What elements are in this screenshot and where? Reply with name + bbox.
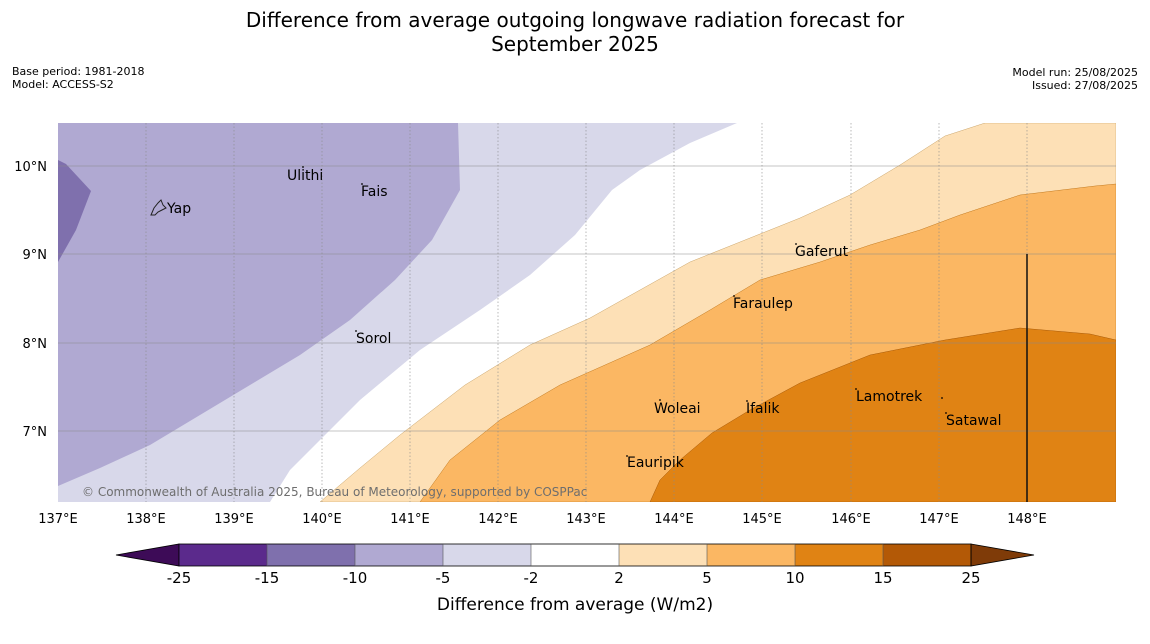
colorbar-tick: 15 [873, 569, 892, 587]
x-tick: 140°E [302, 512, 342, 527]
metadata-right: Model run: 25/08/2025 Issued: 27/08/2025 [1012, 66, 1138, 92]
x-tick: 146°E [831, 512, 871, 527]
colorbar-tick: -5 [436, 569, 451, 587]
colorbar-segment [179, 544, 267, 566]
copyright-text: © Commonwealth of Australia 2025, Bureau… [82, 485, 587, 499]
colorbar-tick: -15 [255, 569, 280, 587]
colorbar-tick: 2 [614, 569, 624, 587]
y-axis-ticks: 10°N 9°N 8°N 7°N [14, 160, 47, 440]
colorbar-tick: 25 [961, 569, 980, 587]
place-label-faraulep: Faraulep [733, 296, 793, 312]
map-title-line2: September 2025 [491, 32, 659, 56]
x-tick: 148°E [1007, 512, 1047, 527]
place-label-lamotrek: Lamotrek [856, 389, 923, 405]
y-tick: 10°N [14, 160, 47, 175]
place-marker [626, 455, 628, 457]
place-label-fais: Fais [361, 184, 388, 200]
colorbar: -25 -15 -10 -5 -2 2 5 10 15 25 Differenc… [115, 543, 1035, 615]
colorbar-tick: 5 [702, 569, 712, 587]
x-tick: 141°E [390, 512, 430, 527]
colorbar-extend-low [115, 543, 180, 567]
contour-neg15-neg10 [58, 160, 91, 262]
y-tick: 9°N [23, 248, 48, 263]
place-label-ifalik: Ifalik [746, 401, 780, 417]
place-marker [659, 399, 661, 401]
place-marker [361, 183, 363, 185]
place-label-yap: Yap [166, 201, 191, 217]
colorbar-segment [619, 544, 707, 566]
colorbar-segment [267, 544, 355, 566]
place-marker [733, 295, 735, 297]
place-marker [746, 400, 748, 402]
colorbar-extend-high [970, 543, 1035, 567]
colorbar-segment [355, 544, 443, 566]
colorbar-segment [443, 544, 531, 566]
anomaly-contours [58, 123, 1116, 502]
place-marker [795, 243, 797, 245]
place-label-sorol: Sorol [356, 331, 391, 347]
place-label-satawal: Satawal [946, 413, 1001, 429]
colorbar-segment [795, 544, 883, 566]
place-label-ulithi: Ulithi [287, 168, 323, 184]
issued-text: Issued: 27/08/2025 [1031, 79, 1138, 92]
x-tick: 138°E [126, 512, 166, 527]
contour-neg10-neg5 [58, 123, 460, 486]
place-marker [945, 412, 947, 414]
colorbar-tick: -10 [343, 569, 368, 587]
yap-island-shape [150, 199, 167, 216]
place-marker [302, 166, 304, 168]
place-label-eauripik: Eauripik [627, 455, 685, 471]
x-tick: 143°E [566, 512, 606, 527]
place-marker [355, 330, 357, 332]
colorbar-segment [883, 544, 971, 566]
map-title: Difference from average outgoing longwav… [0, 8, 1150, 56]
metadata-left: Base period: 1981-2018 Model: ACCESS-S2 [12, 65, 144, 91]
place-labels: Ulithi Fais Yap Gaferut Faraulep Sorol L… [166, 166, 1001, 471]
x-tick: 139°E [214, 512, 254, 527]
x-tick: 147°E [919, 512, 959, 527]
x-tick: 142°E [478, 512, 518, 527]
place-marker [855, 388, 857, 390]
colorbar-segment [531, 544, 619, 566]
map-title-line1: Difference from average outgoing longwav… [245, 8, 905, 32]
x-axis-ticks: 137°E 138°E 139°E 140°E 141°E 142°E 143°… [38, 512, 1047, 527]
x-tick: 145°E [742, 512, 782, 527]
base-period-text: Base period: 1981-2018 [12, 65, 145, 78]
x-tick: 137°E [38, 512, 78, 527]
model-run-text: Model run: 25/08/2025 [1012, 66, 1138, 79]
colorbar-tick: 10 [785, 569, 804, 587]
colorbar-label: Difference from average (W/m2) [437, 595, 713, 615]
place-label-woleai: Woleai [654, 401, 701, 417]
colorbar-tick: -25 [167, 569, 192, 587]
colorbar-segment [707, 544, 795, 566]
gridlines [58, 123, 1116, 502]
x-tick: 144°E [654, 512, 694, 527]
model-text: Model: ACCESS-S2 [12, 78, 114, 91]
contour-10-15 [649, 327, 1116, 502]
colorbar-tick: -2 [524, 569, 539, 587]
place-label-gaferut: Gaferut [795, 244, 849, 260]
y-tick: 7°N [23, 425, 48, 440]
colorbar-frame [178, 543, 972, 567]
y-tick: 8°N [23, 337, 48, 352]
place-marker [941, 397, 943, 399]
